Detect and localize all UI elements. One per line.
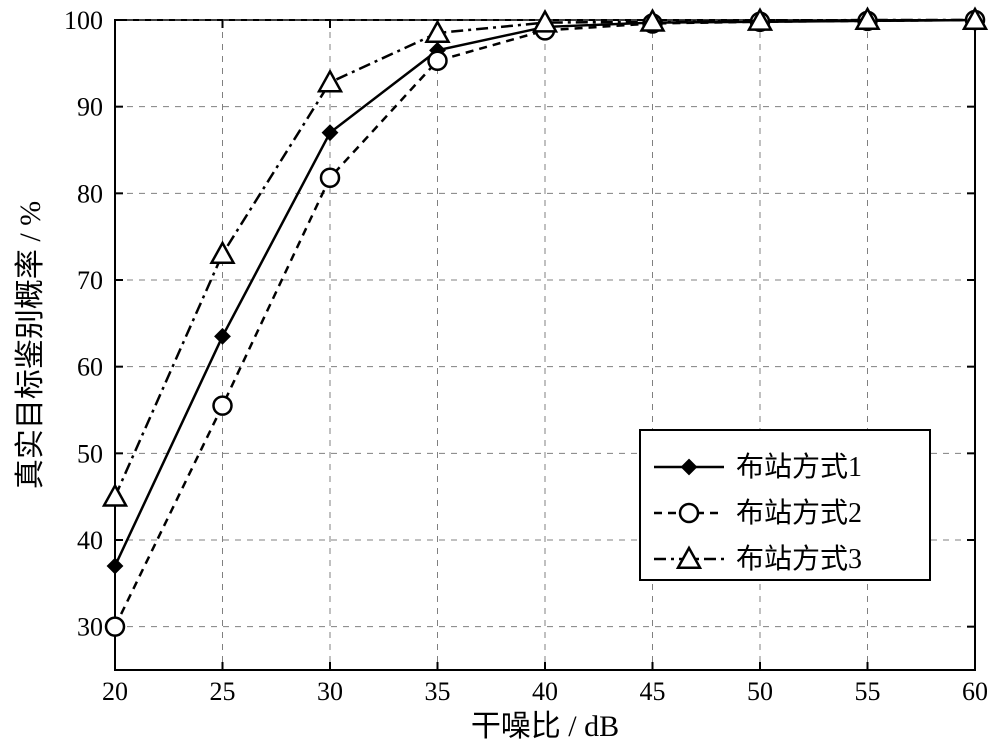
x-tick-label: 20 bbox=[102, 677, 128, 706]
y-tick-label: 90 bbox=[77, 93, 103, 122]
y-tick-label: 30 bbox=[77, 613, 103, 642]
x-tick-label: 55 bbox=[855, 677, 881, 706]
x-axis-label: 干噪比 / dB bbox=[471, 710, 619, 741]
y-tick-label: 100 bbox=[64, 6, 103, 35]
x-tick-label: 60 bbox=[962, 677, 988, 706]
y-tick-label: 60 bbox=[77, 353, 103, 382]
legend-label: 布站方式2 bbox=[736, 497, 862, 529]
x-tick-label: 45 bbox=[640, 677, 666, 706]
line-chart: 20 25 30 35 40 45 50 55 60 30 40 50 60 70 80 90 100 干噪比 /… bbox=[0, 0, 1000, 741]
x-tick-label: 35 bbox=[425, 677, 451, 706]
legend-label: 布站方式1 bbox=[736, 451, 862, 483]
x-tick-label: 40 bbox=[532, 677, 558, 706]
y-tick-label: 70 bbox=[77, 266, 103, 295]
legend: 布站方式1 布站方式2 布站方式3 bbox=[640, 430, 930, 580]
y-axis-label: 真实目标鉴别概率 / % bbox=[14, 201, 47, 489]
chart-container: 20 25 30 35 40 45 50 55 60 30 40 50 60 70 80 90 100 干噪比 /… bbox=[0, 0, 1000, 741]
y-tick-label: 80 bbox=[77, 179, 103, 208]
y-tick-label: 50 bbox=[77, 439, 103, 468]
y-tick-label: 40 bbox=[77, 526, 103, 555]
legend-label: 布站方式3 bbox=[736, 543, 862, 575]
x-tick-label: 30 bbox=[317, 677, 343, 706]
series-line bbox=[115, 20, 975, 497]
x-tick-label: 25 bbox=[210, 677, 236, 706]
x-tick-label: 50 bbox=[747, 677, 773, 706]
